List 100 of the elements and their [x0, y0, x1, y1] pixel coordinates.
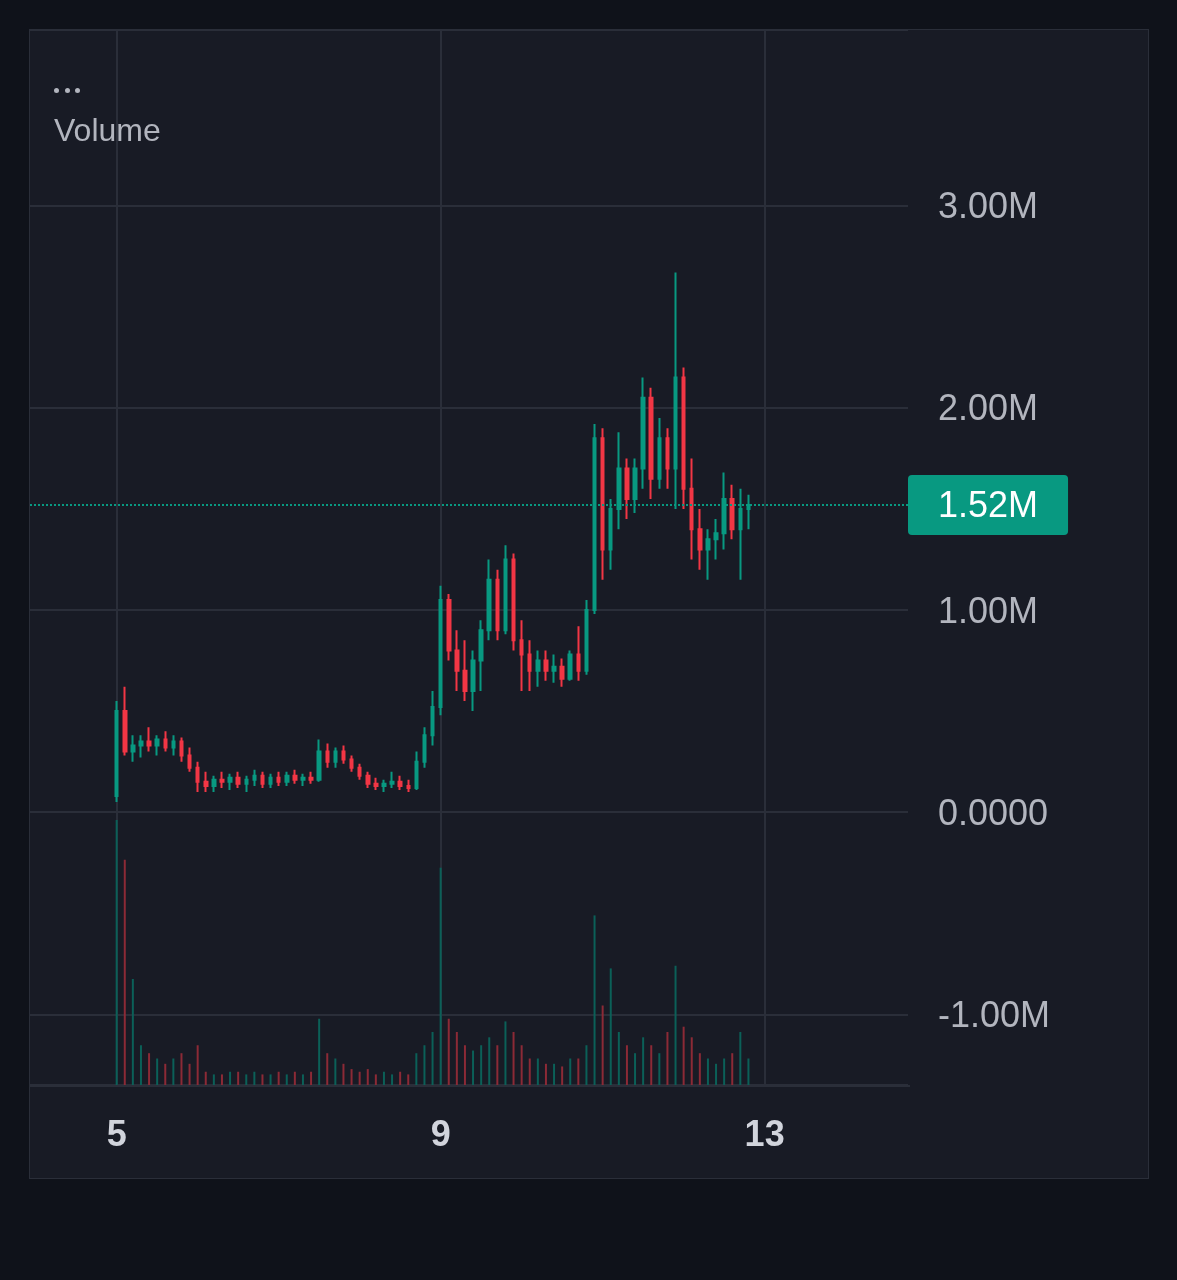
candlestick [211, 774, 217, 793]
candlestick [325, 742, 330, 769]
candlestick [389, 770, 395, 789]
y-tick-label: -1.00M [938, 993, 1051, 1035]
candlestick [729, 483, 735, 541]
bar [374, 1074, 377, 1085]
bar [123, 859, 126, 1085]
bar [326, 1053, 329, 1085]
candlestick [478, 619, 484, 692]
candlestick [341, 744, 346, 765]
candlestick [462, 639, 468, 702]
bar [310, 1071, 313, 1085]
candlestick [235, 770, 241, 789]
candlestick [373, 776, 379, 791]
candlestick [697, 507, 703, 571]
chart-title: Volume [54, 112, 161, 149]
bar [690, 1037, 693, 1085]
y-tick-label: 1.00M [938, 589, 1039, 631]
candlestick [446, 592, 452, 662]
candlestick [244, 774, 249, 793]
candlestick [284, 770, 290, 787]
candlestick [665, 427, 670, 490]
bar [666, 1032, 669, 1085]
bar [617, 1032, 620, 1085]
bar [358, 1071, 361, 1085]
candlestick [333, 746, 338, 769]
candlestick [381, 778, 387, 793]
bar [301, 1074, 304, 1085]
candlestick [543, 649, 549, 682]
candlestick [495, 568, 500, 642]
bar [488, 1037, 491, 1085]
candlestick [503, 544, 508, 636]
bar [715, 1063, 718, 1085]
y-tick-label: 3.00M [938, 185, 1039, 227]
candlestick [486, 558, 492, 642]
bar [399, 1071, 402, 1085]
bar [188, 1063, 191, 1085]
bar [472, 1050, 475, 1085]
bar [634, 1053, 637, 1085]
bar [682, 1026, 685, 1085]
bar [196, 1045, 199, 1085]
candlestick [276, 770, 281, 787]
candlestick [551, 653, 557, 684]
bar [277, 1071, 280, 1085]
bar [391, 1074, 394, 1085]
candlestick [114, 700, 119, 804]
bar [698, 1053, 701, 1085]
bar [253, 1071, 256, 1085]
candlestick [252, 768, 257, 787]
candlestick [357, 762, 362, 781]
bar [455, 1032, 458, 1085]
candlestick [567, 649, 573, 682]
bar [528, 1058, 531, 1085]
bar [318, 1018, 321, 1085]
candlestick [527, 639, 532, 692]
bar [423, 1045, 426, 1085]
bar [520, 1045, 523, 1085]
candlestick [584, 598, 589, 676]
bar [569, 1058, 572, 1085]
candlestick [195, 760, 200, 793]
candlestick [308, 770, 314, 785]
candlestick [713, 518, 719, 561]
bar [739, 1032, 742, 1085]
candlestick [316, 738, 322, 783]
bar [237, 1071, 240, 1085]
bar [463, 1045, 466, 1085]
candlestick [406, 778, 411, 793]
bar [706, 1058, 709, 1085]
bar [625, 1045, 628, 1085]
candlestick [268, 772, 273, 789]
bar [245, 1074, 248, 1085]
bar [261, 1074, 264, 1085]
candlestick [648, 386, 654, 500]
bar [650, 1045, 653, 1085]
bar [204, 1071, 207, 1085]
candlestick [349, 754, 354, 773]
candlestick [227, 772, 233, 791]
bar [269, 1074, 272, 1085]
y-tick-label: 0.0000 [938, 791, 1049, 833]
bar [536, 1058, 539, 1085]
bar [382, 1071, 385, 1085]
y-tick-label: 2.00M [938, 387, 1039, 429]
candlestick [365, 770, 371, 789]
bar [674, 965, 677, 1085]
bar [447, 1018, 450, 1085]
bar [601, 1005, 604, 1085]
x-tick-label: 13 [744, 1112, 785, 1154]
candlestick [154, 734, 160, 757]
bar [642, 1037, 645, 1085]
candlestick [576, 625, 581, 682]
ref-line-label: 1.52M [938, 484, 1039, 526]
bar [212, 1074, 215, 1085]
bar [553, 1063, 556, 1085]
candlestick [122, 685, 128, 757]
x-tick-label: 9 [430, 1112, 451, 1154]
candlestick [163, 730, 168, 753]
candlestick [179, 736, 184, 763]
bar [366, 1069, 369, 1085]
bar [609, 968, 612, 1085]
bar [561, 1066, 564, 1085]
